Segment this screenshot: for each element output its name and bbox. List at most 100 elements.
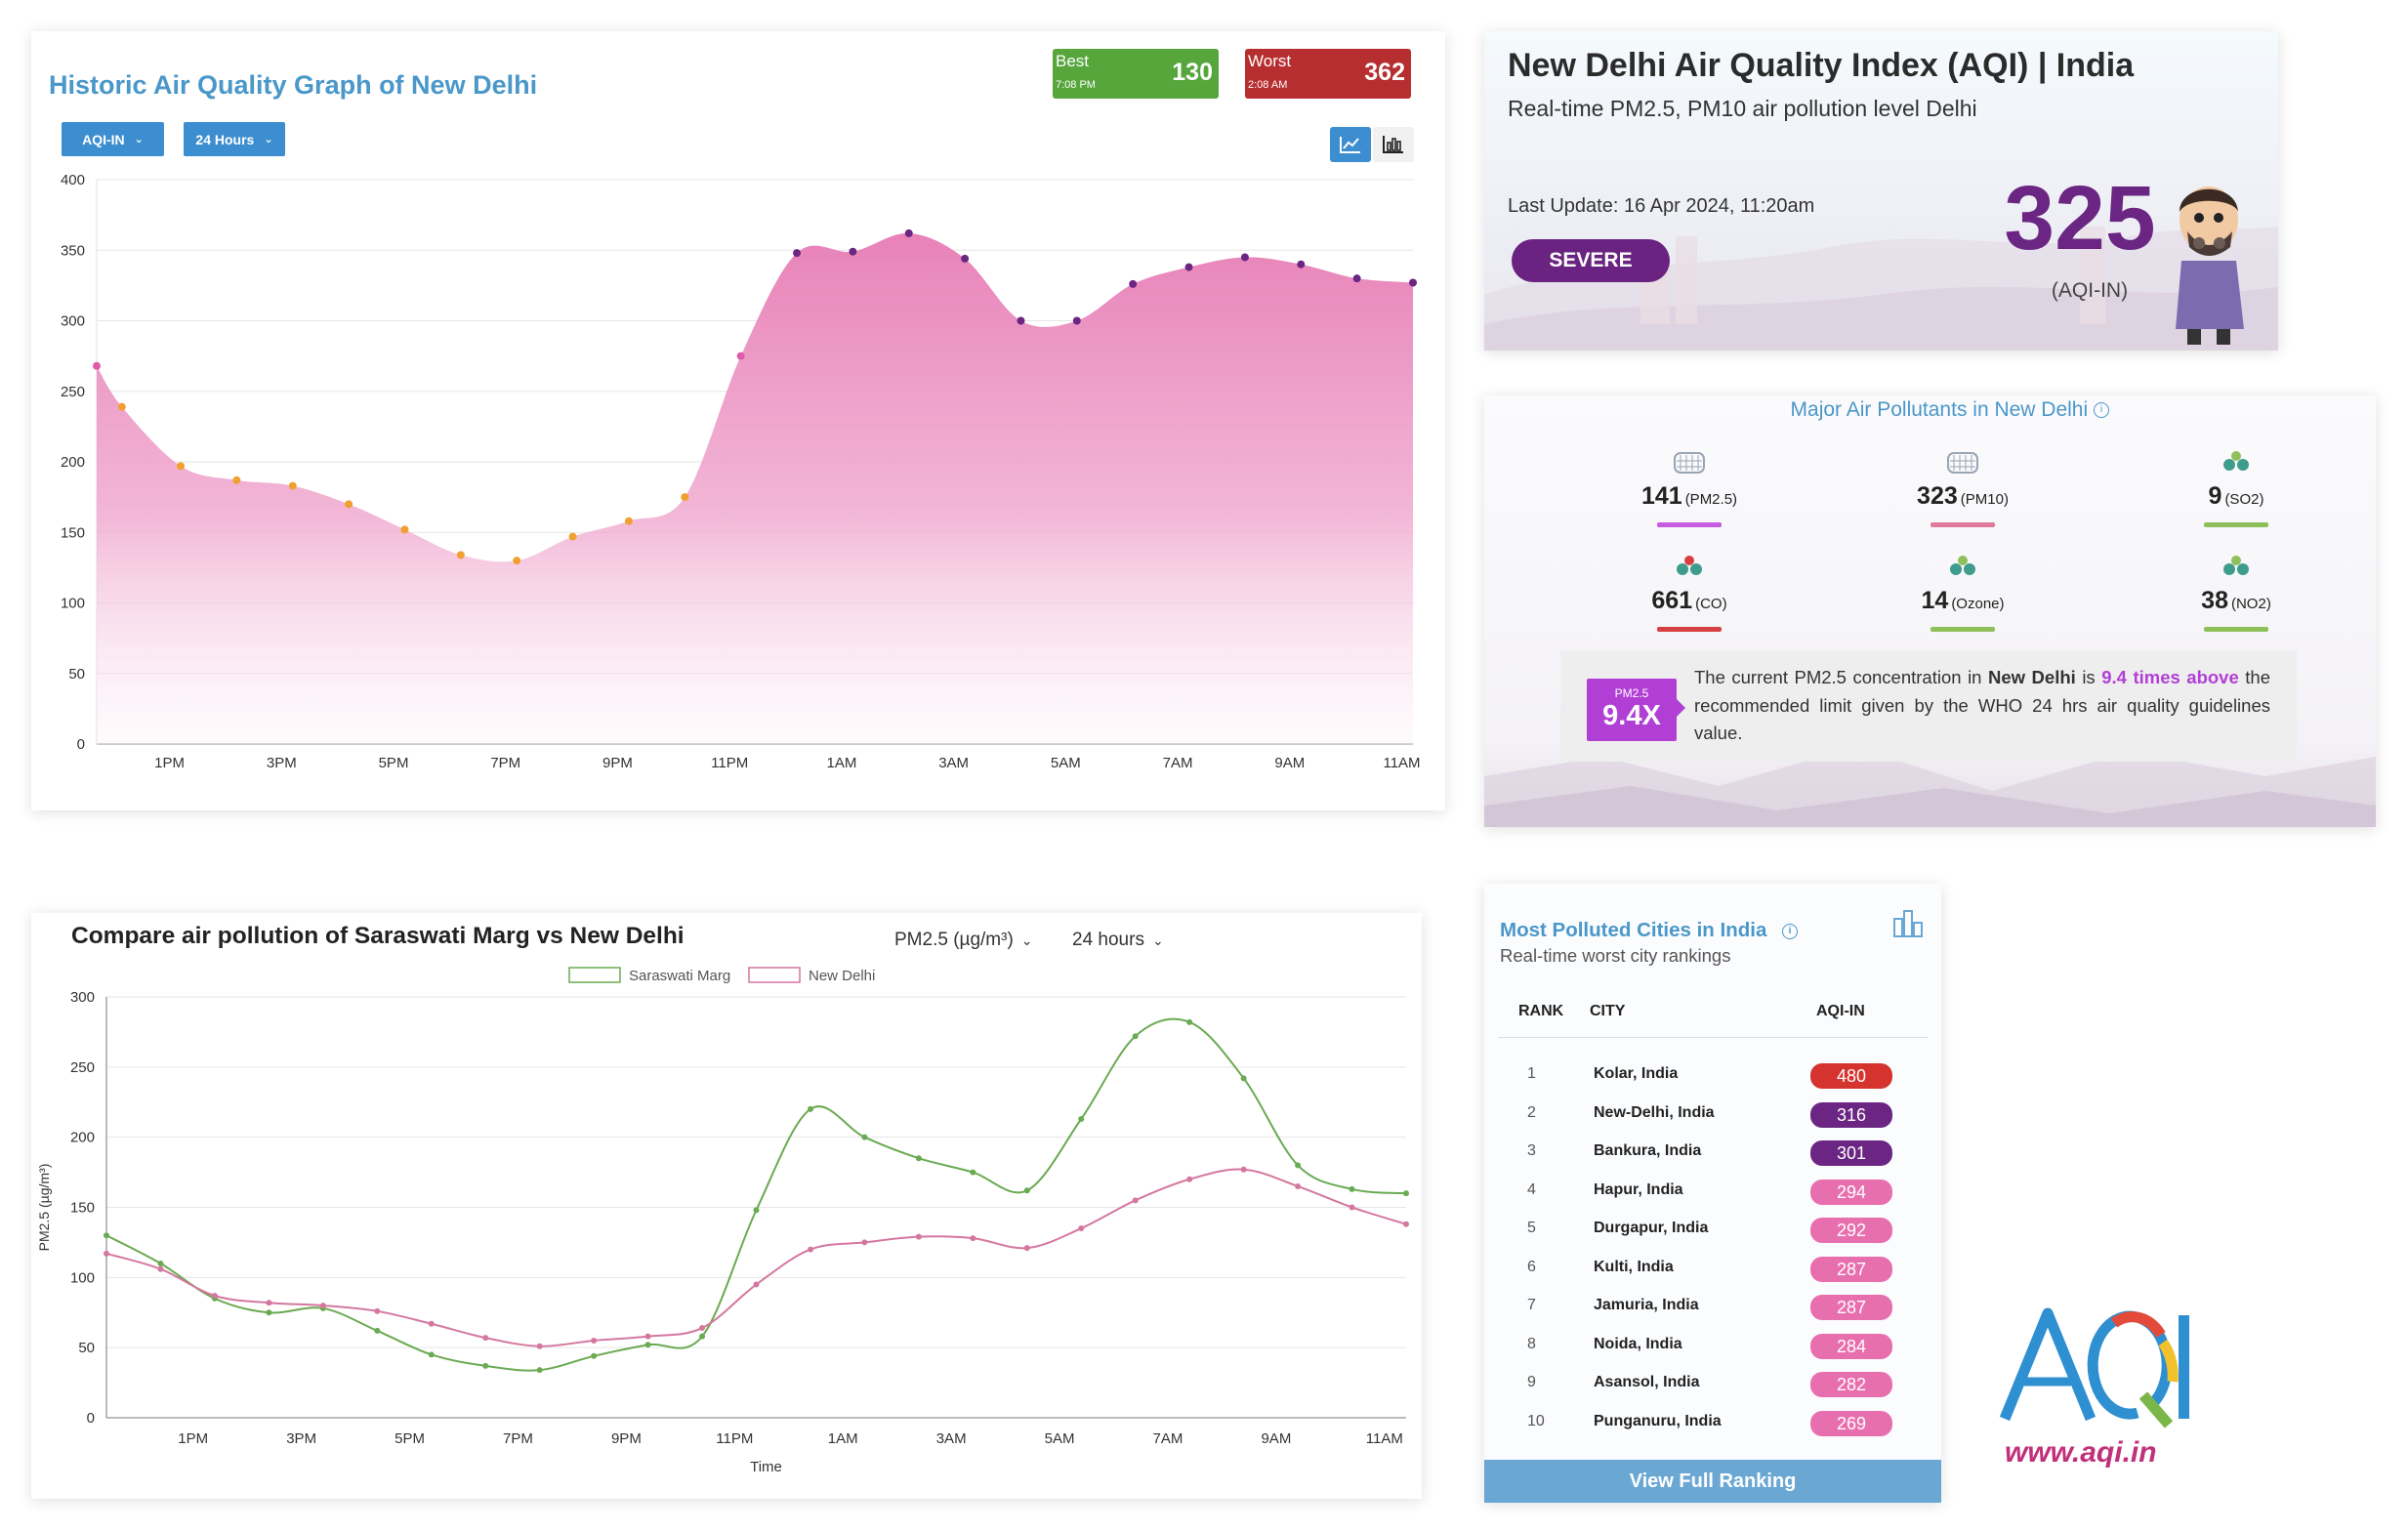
data-point[interactable]	[266, 1300, 272, 1306]
ranking-row[interactable]: 4 Hapur, India 294	[1498, 1172, 1928, 1211]
data-point[interactable]	[482, 1335, 489, 1342]
data-point[interactable]	[513, 557, 521, 565]
data-point[interactable]	[482, 1362, 489, 1369]
data-point[interactable]	[1078, 1115, 1085, 1122]
data-point[interactable]	[1023, 1187, 1030, 1194]
legend-swatch[interactable]	[748, 967, 801, 983]
data-point[interactable]	[807, 1246, 813, 1253]
data-point[interactable]	[456, 551, 465, 559]
data-point[interactable]	[211, 1293, 218, 1300]
data-point[interactable]	[1129, 279, 1138, 288]
data-point[interactable]	[288, 481, 297, 490]
data-point[interactable]	[644, 1342, 651, 1348]
legend-label[interactable]: New Delhi	[809, 968, 875, 984]
data-point[interactable]	[104, 1250, 109, 1257]
legend-swatch[interactable]	[568, 967, 621, 983]
range-dropdown[interactable]: 24 Hours ⌄	[184, 122, 285, 156]
data-point[interactable]	[232, 476, 241, 484]
data-point[interactable]	[1184, 263, 1193, 271]
data-point[interactable]	[699, 1325, 706, 1332]
city-name[interactable]: Durgapur, India	[1594, 1220, 1709, 1236]
data-point[interactable]	[849, 247, 857, 256]
ranking-row[interactable]: 10 Punganuru, India 269	[1498, 1403, 1928, 1442]
data-point[interactable]	[1240, 1075, 1247, 1082]
compare-range-dropdown[interactable]: 24 hours ⌄	[1072, 930, 1164, 951]
metric-dropdown[interactable]: AQI-IN ⌄	[62, 122, 164, 156]
data-point[interactable]	[1349, 1185, 1355, 1192]
bar-chart-toggle[interactable]	[1373, 127, 1414, 162]
line-chart-toggle[interactable]	[1330, 127, 1371, 162]
data-point[interactable]	[807, 1105, 813, 1112]
data-point[interactable]	[428, 1351, 435, 1358]
data-point[interactable]	[970, 1235, 976, 1242]
view-full-ranking-button[interactable]: View Full Ranking	[1484, 1460, 1941, 1503]
data-point[interactable]	[1297, 260, 1306, 269]
data-point[interactable]	[93, 361, 101, 370]
data-point[interactable]	[1078, 1225, 1085, 1232]
data-point[interactable]	[157, 1265, 164, 1272]
ranking-row[interactable]: 2 New-Delhi, India 316	[1498, 1095, 1928, 1134]
data-point[interactable]	[1409, 278, 1417, 287]
data-point[interactable]	[345, 500, 353, 509]
data-point[interactable]	[1017, 316, 1025, 325]
data-point[interactable]	[591, 1352, 598, 1359]
data-point[interactable]	[374, 1307, 381, 1314]
ranking-row[interactable]: 3 Bankura, India 301	[1498, 1133, 1928, 1172]
data-point[interactable]	[753, 1207, 760, 1214]
ranking-row[interactable]: 1 Kolar, India 480	[1498, 1056, 1928, 1095]
data-point[interactable]	[428, 1320, 435, 1327]
city-name[interactable]: Kolar, India	[1594, 1065, 1679, 1082]
ranking-row[interactable]: 7 Jamuria, India 287	[1498, 1287, 1928, 1326]
ranking-row[interactable]: 8 Noida, India 284	[1498, 1326, 1928, 1365]
city-name[interactable]: New-Delhi, India	[1594, 1103, 1715, 1121]
data-point[interactable]	[1132, 1033, 1139, 1040]
data-point[interactable]	[793, 249, 802, 258]
data-point[interactable]	[117, 402, 126, 411]
city-name[interactable]: Noida, India	[1594, 1335, 1682, 1352]
city-name[interactable]: Bankura, India	[1594, 1142, 1702, 1159]
data-point[interactable]	[568, 532, 577, 541]
city-name[interactable]: Jamuria, India	[1594, 1297, 1699, 1313]
data-point[interactable]	[1240, 253, 1249, 262]
data-point[interactable]	[536, 1343, 543, 1349]
data-point[interactable]	[1295, 1162, 1302, 1169]
data-point[interactable]	[1349, 1204, 1355, 1211]
data-point[interactable]	[1072, 316, 1081, 325]
city-name[interactable]: Asansol, India	[1594, 1374, 1700, 1390]
data-point[interactable]	[266, 1309, 272, 1316]
data-point[interactable]	[177, 462, 186, 471]
site-url[interactable]: www.aqi.in	[2005, 1436, 2157, 1469]
data-point[interactable]	[961, 254, 970, 263]
ranking-row[interactable]: 6 Kulti, India 287	[1498, 1249, 1928, 1288]
ranking-row[interactable]: 9 Asansol, India 282	[1498, 1364, 1928, 1403]
data-point[interactable]	[736, 352, 745, 360]
data-point[interactable]	[644, 1333, 651, 1340]
data-point[interactable]	[1352, 274, 1361, 283]
data-point[interactable]	[374, 1327, 381, 1334]
data-point[interactable]	[861, 1134, 868, 1140]
info-icon[interactable]: i	[2094, 402, 2109, 419]
data-point[interactable]	[319, 1303, 326, 1309]
data-point[interactable]	[1186, 1018, 1193, 1025]
data-point[interactable]	[904, 228, 913, 237]
city-name[interactable]: Kulti, India	[1594, 1258, 1674, 1275]
data-point[interactable]	[1403, 1190, 1409, 1197]
data-point[interactable]	[753, 1281, 760, 1288]
data-point[interactable]	[681, 493, 689, 502]
data-point[interactable]	[861, 1239, 868, 1246]
city-name[interactable]: Hapur, India	[1594, 1180, 1683, 1198]
data-point[interactable]	[536, 1367, 543, 1374]
data-point[interactable]	[591, 1337, 598, 1344]
data-point[interactable]	[1240, 1166, 1247, 1173]
data-point[interactable]	[1295, 1182, 1302, 1189]
ranking-row[interactable]: 5 Durgapur, India 292	[1498, 1210, 1928, 1249]
data-point[interactable]	[400, 525, 409, 534]
data-point[interactable]	[699, 1333, 706, 1340]
data-point[interactable]	[1403, 1221, 1409, 1227]
data-point[interactable]	[915, 1155, 922, 1162]
data-point[interactable]	[624, 517, 633, 525]
compare-metric-dropdown[interactable]: PM2.5 (µg/m³) ⌄	[894, 930, 1033, 951]
city-name[interactable]: Punganuru, India	[1594, 1412, 1722, 1429]
data-point[interactable]	[104, 1232, 109, 1239]
data-point[interactable]	[915, 1233, 922, 1240]
